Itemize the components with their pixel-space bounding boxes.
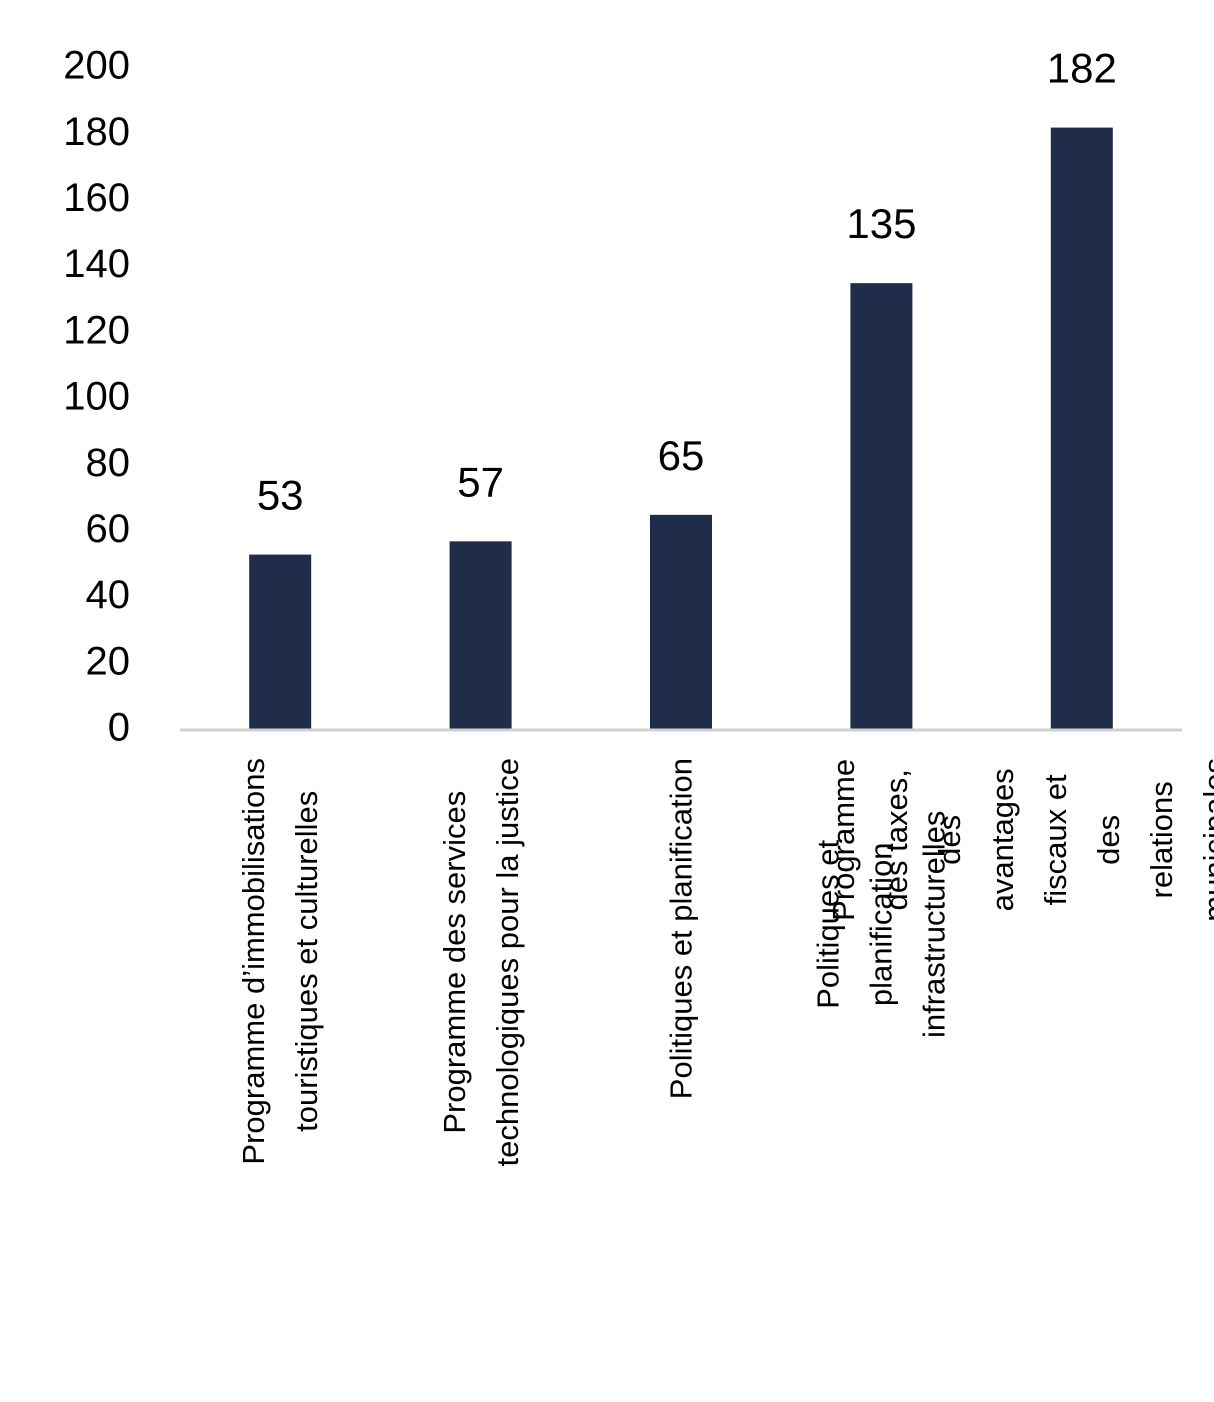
y-tick-label: 60 (86, 507, 131, 551)
y-tick-label: 40 (86, 573, 131, 617)
bar (249, 554, 312, 730)
bar (449, 541, 512, 730)
y-tick-label: 20 (86, 639, 131, 683)
x-tick-label: Programme d’immobilisations touristiques… (236, 758, 325, 1165)
bar (650, 514, 712, 730)
y-tick-label: 100 (63, 375, 130, 419)
y-tick-label: 160 (63, 176, 130, 220)
y-tick-label: 140 (63, 242, 130, 286)
value-label: 65 (658, 432, 705, 479)
y-tick-label: 120 (63, 308, 130, 352)
value-label: 53 (257, 472, 304, 519)
value-label: 135 (846, 200, 916, 247)
x-tick-label: Programme des taxes, des avantages fisca… (825, 757, 1214, 922)
x-tick-label: Politiques et planification (663, 758, 699, 1100)
y-tick-label: 80 (86, 441, 131, 485)
value-label: 182 (1047, 45, 1117, 92)
y-tick-label: 200 (63, 44, 130, 88)
y-tick-label: 0 (108, 706, 130, 750)
y-tick-label: 180 (63, 110, 130, 154)
bar (1050, 127, 1113, 730)
bar (850, 283, 913, 730)
x-tick-label: Programme des services technologiques po… (436, 758, 525, 1167)
value-label: 57 (457, 458, 504, 505)
